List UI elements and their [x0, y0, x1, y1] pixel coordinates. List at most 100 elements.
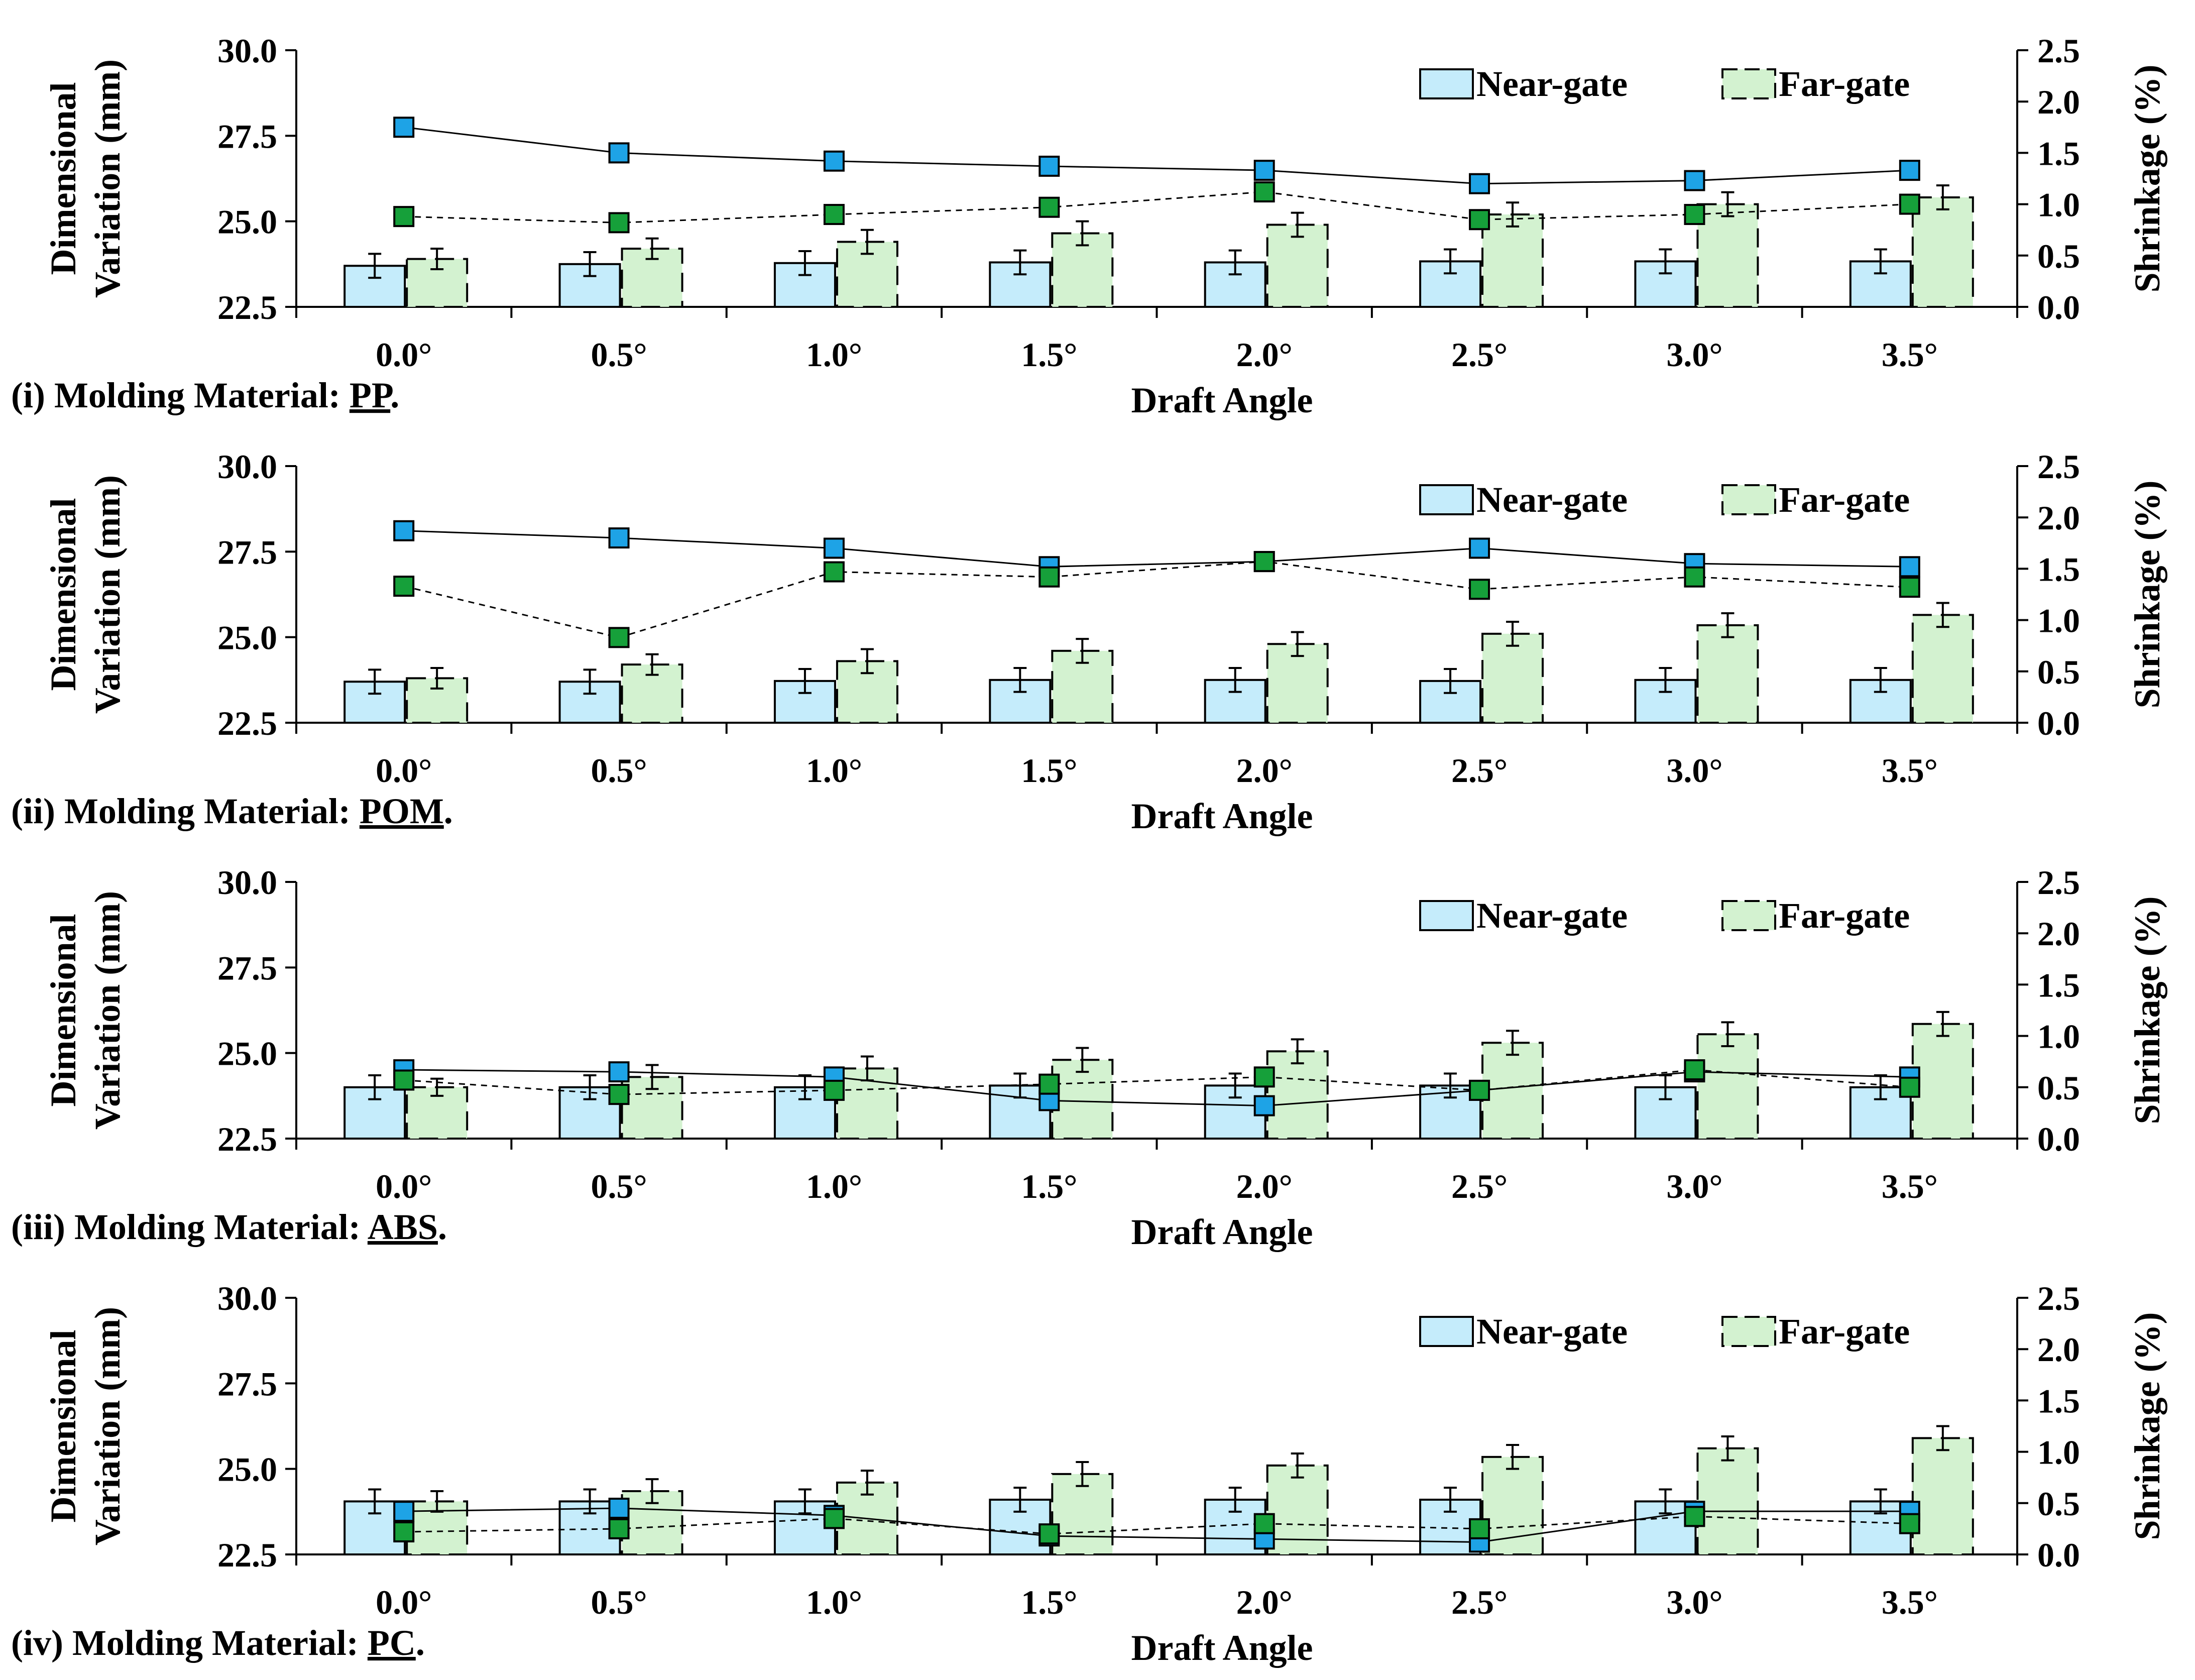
far-gate-shrinkage-line — [404, 1515, 1910, 1535]
near-gate-shrinkage-point — [1469, 173, 1490, 194]
far-gate-shrinkage-point — [1684, 1506, 1705, 1527]
near-gate-shrinkage-point — [1684, 170, 1705, 191]
x-tick-label: 0.0° — [376, 1583, 432, 1621]
far-gate-shrinkage-line — [403, 561, 1910, 638]
x-tick-label: 2.5° — [1451, 1167, 1508, 1205]
near-gate-shrinkage-point — [393, 520, 415, 541]
legend-far-gate-swatch — [1721, 1316, 1776, 1347]
far-gate-shrinkage-point — [823, 204, 845, 226]
far-gate-bar — [1481, 632, 1544, 724]
x-tick-label: 2.5° — [1451, 335, 1508, 374]
right-tick-label: 2.5 — [2037, 32, 2080, 70]
right-tick-label: 0.0 — [2037, 704, 2080, 742]
y-axis-title-line2: Variation (mm) — [87, 475, 128, 714]
left-tick-label: 25.0 — [217, 203, 277, 241]
near-gate-shrinkage-line — [404, 126, 1910, 185]
x-tick-label: 1.0° — [806, 1167, 862, 1205]
x-tick-label: 3.5° — [1882, 335, 1938, 374]
legend-near-gate-swatch — [1419, 68, 1474, 99]
far-gate-bar — [1266, 1050, 1329, 1140]
left-tick-label: 27.5 — [217, 117, 277, 155]
x-tick-label: 3.0° — [1666, 751, 1722, 790]
x-tick-label: 3.5° — [1882, 1583, 1938, 1621]
right-tick-label: 1.5 — [2037, 1382, 2080, 1420]
x-tick-label: 3.0° — [1666, 1167, 1722, 1205]
far-gate-bar — [1051, 1059, 1114, 1140]
left-tick-label: 22.5 — [217, 288, 277, 326]
far-gate-shrinkage-point — [608, 212, 630, 234]
near-gate-shrinkage-point — [393, 1501, 415, 1522]
right-tick-label: 0.5 — [2037, 653, 2080, 691]
near-gate-shrinkage-point — [1899, 160, 1920, 181]
caption-material: PP — [350, 375, 393, 415]
far-gate-bar — [1481, 213, 1544, 308]
far-gate-shrinkage-point — [1899, 1513, 1920, 1534]
x-axis-title: Draft Angle — [1131, 1628, 1313, 1668]
right-tick-label: 2.0 — [2037, 1330, 2080, 1369]
panel-4: 22.5 25.0 27.5 30.0 0.0 0.5 1.0 1.5 2.0 2.5 0.0° 0.… — [11, 1279, 2167, 1668]
far-gate-shrinkage-point — [1253, 1513, 1275, 1534]
legend-near-gate-label: Near-gate — [1476, 895, 1628, 936]
far-gate-shrinkage-point — [823, 561, 845, 583]
right-tick-label: 0.5 — [2037, 237, 2080, 275]
legend-far-gate-swatch — [1721, 484, 1776, 515]
x-tick-label: 1.0° — [806, 751, 862, 790]
caption-suffix: . — [416, 1623, 425, 1663]
near-gate-shrinkage-point — [1469, 537, 1490, 559]
x-tick-label: 2.0° — [1236, 1167, 1293, 1205]
near-gate-shrinkage-point — [608, 142, 630, 164]
panel-caption: (ii) Molding Material: POM. — [11, 791, 453, 831]
x-tick-label: 2.0° — [1236, 1583, 1293, 1621]
right-tick-label: 2.0 — [2037, 83, 2080, 121]
panel-2: 22.5 25.0 27.5 30.0 0.0 0.5 1.0 1.5 2.0 2.5 0.0° 0.… — [11, 447, 2167, 836]
far-gate-bar — [1481, 1042, 1544, 1140]
caption-suffix: . — [438, 1207, 447, 1247]
near-gate-shrinkage-point — [1253, 1095, 1275, 1116]
right-tick-label: 0.5 — [2037, 1485, 2080, 1523]
right-tick-label: 2.0 — [2037, 499, 2080, 537]
far-gate-shrinkage-line — [404, 1069, 1910, 1095]
y-axis-title-line2: Variation (mm) — [87, 59, 128, 298]
legend: Near-gate Far-gate — [1419, 1311, 1910, 1352]
panel-caption: (iii) Molding Material: ABS. — [11, 1207, 447, 1247]
legend-near-gate-label: Near-gate — [1476, 480, 1628, 520]
x-tick-label: 3.5° — [1882, 1167, 1938, 1205]
legend: Near-gate Far-gate — [1419, 64, 1910, 104]
right-tick-label: 1.0 — [2037, 1018, 2080, 1056]
x-tick-label: 0.5° — [591, 751, 647, 790]
caption-prefix: (iv) Molding Material: — [11, 1623, 368, 1663]
far-gate-bar — [1696, 1033, 1759, 1140]
x-tick-label: 3.5° — [1882, 751, 1938, 790]
legend-far-gate-label: Far-gate — [1779, 895, 1910, 936]
left-tick-label: 30.0 — [217, 863, 277, 902]
far-gate-shrinkage-point — [393, 206, 415, 228]
left-tick-label: 22.5 — [217, 1536, 277, 1574]
near-gate-shrinkage-line — [404, 1507, 1910, 1543]
y2-axis-title: Shrinkage (%) — [2127, 480, 2167, 708]
legend: Near-gate Far-gate — [1419, 480, 1910, 520]
x-tick-label: 2.5° — [1451, 1583, 1508, 1621]
right-tick-label: 2.5 — [2037, 1279, 2080, 1317]
right-tick-label: 0.0 — [2037, 1536, 2080, 1574]
near-gate-shrinkage-point — [1253, 160, 1275, 181]
caption-material: PC — [368, 1623, 416, 1663]
legend-far-gate-label: Far-gate — [1779, 1311, 1910, 1352]
far-gate-shrinkage-point — [393, 1069, 415, 1091]
x-axis-title: Draft Angle — [1131, 380, 1313, 420]
far-gate-shrinkage-point — [1253, 181, 1275, 203]
right-tick-label: 2.5 — [2037, 863, 2080, 902]
x-tick-label: 0.5° — [591, 335, 647, 374]
legend-near-gate-swatch — [1419, 1316, 1474, 1347]
right-tick-label: 1.5 — [2037, 966, 2080, 1004]
x-tick-label: 1.5° — [1021, 1583, 1077, 1621]
right-tick-label: 1.5 — [2037, 134, 2080, 172]
near-gate-shrinkage-point — [608, 527, 630, 549]
x-tick-label: 1.0° — [806, 1583, 862, 1621]
far-gate-bar — [1266, 1464, 1329, 1555]
x-axis-title: Draft Angle — [1131, 1212, 1313, 1252]
legend-far-gate-swatch — [1721, 68, 1776, 99]
legend-far-gate-swatch — [1721, 900, 1776, 931]
near-gate-shrinkage-point — [608, 1061, 630, 1083]
near-gate-shrinkage-point — [393, 117, 415, 138]
legend-far-gate-label: Far-gate — [1779, 64, 1910, 104]
